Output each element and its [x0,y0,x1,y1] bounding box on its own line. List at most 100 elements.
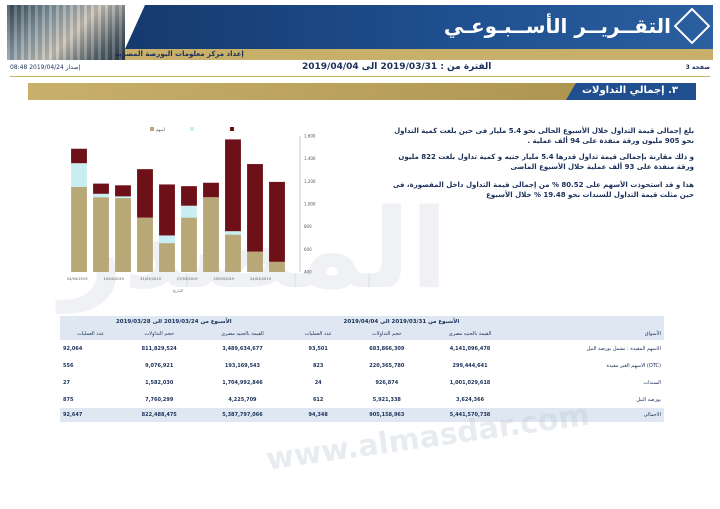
cell: 822,488,475 [121,408,198,422]
cell: 875 [63,396,74,403]
chart-bar [93,193,109,198]
y-tick-label: 800 [304,224,312,229]
market-label: الاسهم الغير مقيدة (OTC) [606,362,661,369]
chart-bar [93,197,109,272]
market-label: الاسهم المقيدة : تشمل بورصة النيل [586,345,661,352]
chart-bar [159,184,175,236]
banner-gold-band [125,49,713,60]
cell: 1,001,029,618 [449,379,491,386]
table-column-header-row: عدد العمليات حجم التداولات القيمة بالجني… [60,327,664,340]
chart-bar [71,187,87,272]
diamond-emblem-icon [673,7,711,45]
chart-bar [115,198,131,272]
cell: 4,141,096,478 [449,345,491,352]
chart-bar [137,169,153,218]
section-header: ٣. إجمالي التداولات [28,83,696,100]
col-market: الأسواق [515,327,664,340]
chart-bar [225,139,241,232]
table-row: 27 1,582,030 1,704,992,846 24 926,874 1,… [60,374,664,391]
chart-svg: أسهم 04/04/2019 10/04/2019 31/03/2019 27/03/… [67,127,316,293]
market-label: السندات [643,379,661,386]
chart-bar [225,231,241,235]
section-number: ٣. [668,85,678,96]
table-row: 875 7,760,299 4,225,709 612 5,921,338 3,… [60,391,664,408]
chart-bar [115,185,131,197]
chart-bar [225,234,241,272]
chart-bar [181,186,197,206]
report-subtitle: إعداد مركز معلومات البورصة المصرية [115,50,244,58]
chart-bar [71,163,87,187]
cell: 556 [63,362,74,369]
cell: 5,921,338 [372,396,401,403]
y-tick-label: 1,600 [304,134,316,139]
col-prev-value: القيمة بالجنيه مصرى [197,327,288,340]
y-tick-label: 1,000 [304,202,316,207]
cell: 24 [314,379,322,386]
summary-paragraph-3: هذا و قد استحوذت الأسهم على 80.52 % من إ… [392,181,694,199]
market-label: الاجمالى [515,408,664,422]
legend-label: أسهم [156,127,165,132]
meta-row: إصدار 2019/04/24 08:48 الفترة من : 2019/… [10,62,710,74]
cell: 93,501 [308,345,328,352]
cell: 7,760,299 [145,396,174,403]
cell: 27 [63,379,70,386]
cell: 92,647 [60,408,122,422]
legend-swatch [230,127,234,131]
chart-bar [203,197,219,272]
cell: 1,704,992,846 [222,379,263,386]
table-row: 92,064 811,829,524 3,489,634,677 93,501 … [60,340,664,357]
section-title: ٣. إجمالي التداولات [582,85,678,96]
cell: 683,866,309 [369,345,405,352]
cell: 5,441,570,738 [424,408,516,422]
y-tick-label: 1,200 [304,179,316,184]
col-cur-value: القيمة بالجنيه مصرى [424,327,516,340]
y-tick-label: 400 [304,270,312,275]
blank-header [515,316,664,327]
table-group-header-row: الأسبوع من 2019/03/24 الى 2019/03/28 الأ… [60,316,664,327]
cell: 4,225,709 [228,396,257,403]
chart-bar [71,148,87,164]
chart-bar [181,217,197,272]
summary-paragraph-1: بلغ إجمالى قيمة التداول خلال الأسبوع الح… [394,127,694,145]
chart-bar [181,205,197,218]
y-tick-label: 1,400 [304,156,316,161]
x-tick-label: 10/04/2019 [103,277,124,281]
col-cur-trades: عدد العمليات [287,327,349,340]
cell: 1,582,030 [145,379,174,386]
chart-bar [203,182,219,198]
report-title: التقــريــر الأســبـوعـي [443,14,671,38]
legend-swatch [190,127,194,131]
cell: 3,624,366 [455,396,485,403]
y-tick-label: 600 [304,247,312,252]
section-title-text: إجمالي التداولات [581,85,665,96]
x-tick-label: 24/03/2019 [250,277,271,281]
cell: 220,365,780 [369,362,405,369]
issue-date: إصدار 2019/04/24 08:48 [10,64,81,71]
trading-value-chart: أسهم 04/04/2019 10/04/2019 31/03/2019 27/03/… [60,124,348,302]
x-tick-label: 04/04/2019 [67,277,88,281]
cell: 193,169,543 [224,362,261,369]
chart-bar [137,217,153,272]
x-tick-label: 31/03/2019 [140,277,161,281]
col-prev-trades: عدد العمليات [60,327,122,340]
table-row: 556 9,076,921 193,169,543 823 220,365,78… [60,357,664,374]
legend-swatch [150,127,154,131]
cell: 94,348 [287,408,349,422]
divider [10,76,710,77]
cell: 3,489,634,677 [222,345,263,352]
trading-summary-table: الأسبوع من 2019/03/24 الى 2019/03/28 الأ… [60,316,664,422]
x-axis-label: التاريخ [173,288,183,293]
chart-bar [93,183,109,194]
cell: 612 [312,396,324,403]
cell: 299,444,641 [452,362,488,369]
current-week-header: الأسبوع من 2019/03/31 الى 2019/04/04 [287,316,516,327]
chart-bar [247,164,263,252]
col-cur-volume: حجم التداولات [348,327,425,340]
chart-bar [159,235,175,244]
chart-bar [115,196,131,199]
table-total-row: 92,647 822,488,475 5,387,797,066 94,348 … [60,408,664,422]
report-banner: التقــريــر الأســبـوعـي إعداد مركز معلو… [7,5,713,60]
col-prev-volume: حجم التداولات [121,327,198,340]
report-period: الفترة من : 2019/03/31 الى 2019/04/04 [302,62,492,72]
page-number: صفحة 3 [685,64,710,71]
